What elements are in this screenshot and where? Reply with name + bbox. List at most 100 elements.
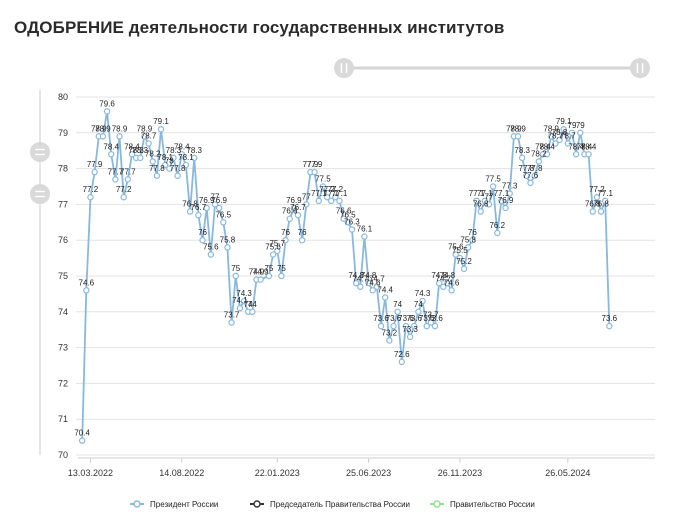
data-point[interactable] [153, 172, 161, 179]
data-point[interactable] [282, 236, 289, 244]
data-point[interactable] [448, 287, 455, 294]
data-point[interactable] [485, 201, 493, 208]
data-point[interactable] [112, 176, 119, 183]
data-point[interactable] [328, 197, 335, 205]
data-point[interactable] [128, 151, 136, 158]
data-point[interactable] [601, 197, 609, 205]
vertical-slider-bottom-handle[interactable] [30, 184, 50, 204]
data-point[interactable] [568, 129, 576, 136]
data-point[interactable] [298, 236, 306, 244]
data-point[interactable] [456, 254, 464, 262]
data-point[interactable] [257, 276, 264, 283]
data-point[interactable] [527, 179, 534, 187]
data-point[interactable] [103, 108, 111, 115]
data-point[interactable] [452, 251, 459, 258]
data-point[interactable] [166, 165, 173, 172]
data-point[interactable] [294, 211, 302, 219]
data-point[interactable] [220, 219, 227, 226]
data-point[interactable] [514, 133, 522, 140]
data-point[interactable] [286, 215, 293, 222]
data-point[interactable] [394, 308, 401, 315]
data-point[interactable] [523, 172, 530, 179]
data-point[interactable] [265, 272, 273, 280]
data-point[interactable] [593, 194, 601, 201]
legend-item-president[interactable]: Президент России [130, 500, 218, 509]
vertical-slider-top-handle[interactable] [30, 142, 50, 162]
data-point[interactable] [415, 308, 422, 315]
data-point[interactable] [203, 204, 210, 212]
data-point[interactable] [170, 154, 177, 162]
data-point[interactable] [381, 294, 389, 301]
data-point[interactable] [161, 161, 169, 169]
data-point[interactable] [199, 236, 206, 244]
data-point[interactable] [224, 244, 231, 251]
data-point[interactable] [552, 140, 559, 147]
data-point[interactable] [182, 161, 190, 169]
data-point[interactable] [489, 183, 497, 190]
data-point[interactable] [361, 233, 368, 240]
data-point[interactable] [444, 279, 451, 287]
data-point[interactable] [469, 236, 476, 244]
data-point[interactable] [211, 201, 219, 208]
data-point[interactable] [531, 172, 538, 179]
data-point[interactable] [344, 219, 352, 226]
data-point[interactable] [440, 283, 447, 290]
data-point[interactable] [290, 204, 298, 212]
data-point[interactable] [411, 322, 418, 330]
data-point[interactable] [435, 279, 443, 287]
data-point[interactable] [91, 168, 98, 176]
data-point[interactable] [274, 247, 281, 255]
data-point[interactable] [460, 265, 468, 273]
data-point[interactable] [494, 229, 501, 237]
data-point[interactable] [207, 251, 215, 258]
data-point[interactable] [597, 208, 605, 215]
data-point[interactable] [506, 190, 513, 197]
data-point[interactable] [560, 126, 567, 133]
navigator-right-handle[interactable] [630, 58, 650, 78]
data-point[interactable] [390, 322, 397, 330]
data-point[interactable] [319, 183, 327, 190]
data-point[interactable] [419, 297, 426, 305]
data-point[interactable] [191, 154, 198, 162]
navigator[interactable] [334, 58, 650, 78]
legend-item-chairman[interactable]: Председатель Правительства России [250, 500, 410, 509]
data-point[interactable] [386, 337, 393, 344]
data-point[interactable] [157, 126, 165, 133]
data-point[interactable] [336, 197, 343, 205]
data-point[interactable] [83, 287, 90, 294]
data-point[interactable] [78, 437, 86, 444]
data-point[interactable] [228, 319, 235, 326]
data-point[interactable] [145, 140, 152, 147]
data-point[interactable] [174, 172, 181, 179]
data-point[interactable] [141, 133, 148, 140]
data-point[interactable] [352, 279, 360, 287]
data-point[interactable] [315, 197, 322, 205]
data-point[interactable] [585, 151, 592, 158]
data-point[interactable] [120, 194, 127, 201]
data-point[interactable] [431, 322, 439, 330]
data-point[interactable] [473, 197, 480, 205]
data-point[interactable] [548, 133, 555, 140]
data-point[interactable] [236, 305, 244, 312]
legend-item-government[interactable]: Правительство России [430, 500, 535, 509]
data-point[interactable] [178, 151, 185, 158]
data-point[interactable] [311, 168, 318, 176]
data-point[interactable] [572, 151, 580, 158]
data-point[interactable] [589, 208, 596, 215]
data-point[interactable] [606, 322, 613, 330]
data-point[interactable] [543, 151, 551, 158]
data-point[interactable] [535, 158, 542, 165]
data-point[interactable] [402, 322, 410, 330]
data-point[interactable] [502, 204, 509, 212]
data-point[interactable] [137, 154, 144, 162]
data-point[interactable] [373, 283, 381, 290]
data-point[interactable] [481, 197, 489, 205]
data-point[interactable] [423, 322, 430, 330]
data-point[interactable] [269, 251, 277, 258]
data-point[interactable] [232, 272, 239, 280]
data-point[interactable] [377, 322, 385, 330]
data-point[interactable] [406, 333, 414, 341]
data-point[interactable] [340, 215, 347, 222]
data-point[interactable] [303, 201, 310, 208]
data-point[interactable] [278, 272, 285, 280]
